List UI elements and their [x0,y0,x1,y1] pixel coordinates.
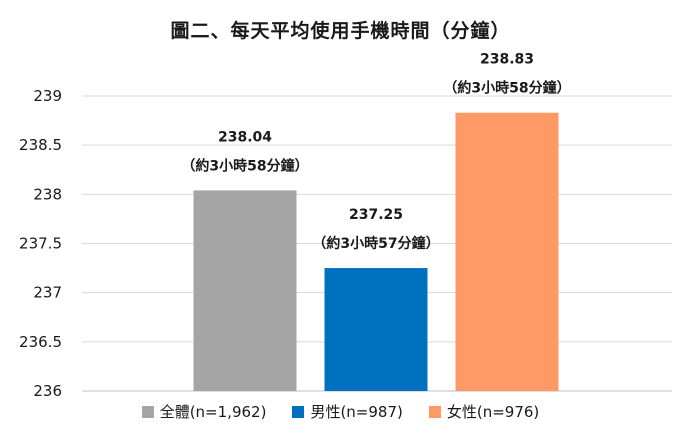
legend-item: 男性(n=987) [292,401,403,422]
y-tick-label: 236 [33,382,62,400]
bar [324,268,428,391]
bar [455,112,559,391]
data-label-value: 238.04 [218,129,272,145]
y-tick-label: 236.5 [19,333,62,351]
data-label-note: （約3小時58分鐘） [181,157,308,174]
y-tick-label: 237 [33,284,62,302]
data-label-value: 238.83 [480,52,534,68]
legend-swatch [292,405,305,418]
data-label-note: （約3小時57分鐘） [312,235,439,252]
data-label-note: （約3小時58分鐘） [443,80,570,97]
legend-swatch [428,405,441,418]
y-tick-label: 239 [33,87,62,105]
y-tick-label: 237.5 [19,235,62,253]
bar [193,190,297,391]
legend-label: 全體(n=1,962) [159,403,267,421]
legend-swatch [141,405,154,418]
chart-legend: 全體(n=1,962) 男性(n=987) 女性(n=976) [0,401,681,422]
y-tick-label: 238 [33,185,62,203]
data-label-value: 237.25 [349,207,403,223]
legend-item: 女性(n=976) [428,401,540,422]
legend-label: 女性(n=976) [446,403,540,421]
legend-item: 全體(n=1,962) [141,401,267,422]
chart-title: 圖二、每天平均使用手機時間（分鐘） [170,20,511,42]
y-tick-label: 238.5 [19,136,62,154]
legend-label: 男性(n=987) [310,403,403,421]
